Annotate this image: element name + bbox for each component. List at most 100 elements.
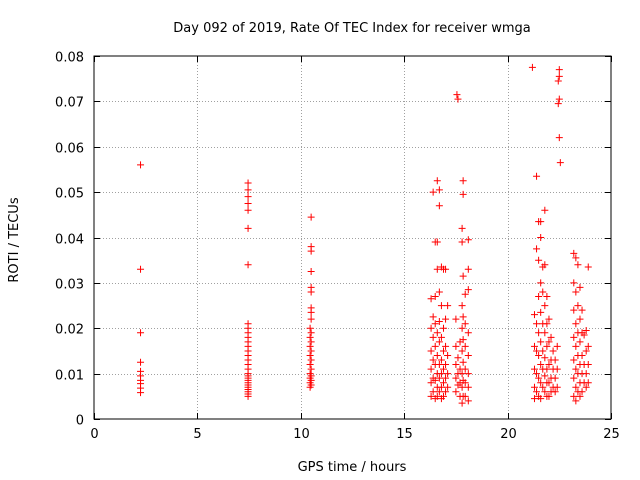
data-point bbox=[584, 342, 592, 350]
data-point bbox=[306, 361, 314, 369]
data-point bbox=[537, 361, 545, 369]
data-point bbox=[572, 383, 580, 391]
data-point bbox=[530, 311, 538, 319]
y-tick-label: 0.01 bbox=[55, 369, 84, 384]
data-point bbox=[545, 379, 553, 387]
data-point bbox=[458, 370, 466, 378]
data-point bbox=[439, 365, 447, 373]
data-point bbox=[576, 283, 584, 291]
data-point bbox=[306, 383, 314, 391]
data-point bbox=[464, 236, 472, 244]
data-point bbox=[541, 329, 549, 337]
data-point bbox=[307, 329, 315, 337]
data-point bbox=[539, 347, 547, 355]
data-point bbox=[543, 342, 551, 350]
data-point bbox=[461, 342, 469, 350]
y-tick-label: 0.08 bbox=[55, 51, 84, 66]
data-point bbox=[574, 302, 582, 310]
data-point bbox=[306, 342, 314, 350]
data-point bbox=[306, 351, 314, 359]
data-point bbox=[584, 379, 592, 387]
data-point bbox=[537, 279, 545, 287]
data-point bbox=[535, 292, 543, 300]
data-point bbox=[429, 356, 437, 364]
data-point bbox=[530, 342, 538, 350]
data-point bbox=[435, 361, 443, 369]
x-tick-label: 10 bbox=[293, 427, 310, 442]
data-point bbox=[543, 365, 551, 373]
data-point bbox=[244, 193, 252, 201]
data-point bbox=[307, 308, 315, 316]
data-point bbox=[307, 356, 315, 364]
data-point bbox=[545, 392, 553, 400]
data-point bbox=[435, 317, 443, 325]
data-point bbox=[555, 134, 563, 142]
data-point bbox=[433, 329, 441, 337]
data-point bbox=[137, 358, 145, 366]
data-point bbox=[244, 392, 252, 400]
data-point bbox=[535, 374, 543, 382]
data-point bbox=[533, 388, 541, 396]
plot-frame bbox=[93, 55, 612, 420]
data-point bbox=[307, 247, 315, 255]
data-point bbox=[551, 374, 559, 382]
data-point bbox=[533, 347, 541, 355]
data-point bbox=[461, 290, 469, 298]
data-point bbox=[555, 72, 563, 80]
data-point bbox=[429, 388, 437, 396]
data-point bbox=[541, 261, 549, 269]
data-point bbox=[572, 342, 580, 350]
data-point bbox=[537, 395, 545, 403]
data-point bbox=[464, 265, 472, 273]
data-point bbox=[576, 315, 584, 323]
data-point bbox=[574, 261, 582, 269]
data-point bbox=[444, 370, 452, 378]
data-point bbox=[437, 383, 445, 391]
data-point bbox=[437, 302, 445, 310]
data-point bbox=[535, 256, 543, 264]
data-point bbox=[570, 306, 578, 314]
data-point bbox=[555, 95, 563, 103]
data-point bbox=[454, 354, 462, 362]
y-tick-label: 0.04 bbox=[55, 233, 84, 248]
data-point bbox=[452, 315, 460, 323]
y-tick-label: 0.03 bbox=[55, 278, 84, 293]
data-point bbox=[458, 347, 466, 355]
data-point bbox=[429, 313, 437, 321]
data-point bbox=[459, 272, 467, 280]
data-point bbox=[433, 238, 441, 246]
y-tick-label: 0.06 bbox=[55, 142, 84, 157]
data-point bbox=[537, 338, 545, 346]
data-point bbox=[442, 361, 450, 369]
data-point bbox=[437, 370, 445, 378]
data-point bbox=[437, 356, 445, 364]
data-point bbox=[137, 265, 145, 273]
y-tick-label: 0.07 bbox=[55, 96, 84, 111]
data-point bbox=[537, 308, 545, 316]
data-point bbox=[572, 365, 580, 373]
data-point bbox=[427, 392, 435, 400]
data-point bbox=[435, 338, 443, 346]
data-point bbox=[452, 374, 460, 382]
data-point bbox=[458, 399, 466, 407]
data-point bbox=[576, 338, 584, 346]
data-point bbox=[461, 392, 469, 400]
data-point bbox=[570, 249, 578, 257]
data-point bbox=[541, 206, 549, 214]
data-point bbox=[452, 361, 460, 369]
x-axis-label: GPS time / hours bbox=[298, 460, 407, 475]
data-point bbox=[306, 324, 314, 332]
data-point bbox=[464, 397, 472, 405]
data-point bbox=[541, 354, 549, 362]
data-point bbox=[553, 365, 561, 373]
grid bbox=[94, 56, 611, 419]
data-point bbox=[530, 365, 538, 373]
data-point bbox=[582, 347, 590, 355]
data-point bbox=[555, 66, 563, 74]
data-point bbox=[459, 190, 467, 198]
data-point bbox=[437, 333, 445, 341]
data-point bbox=[427, 295, 435, 303]
data-point bbox=[427, 347, 435, 355]
data-point bbox=[554, 77, 562, 85]
data-point bbox=[572, 397, 580, 405]
